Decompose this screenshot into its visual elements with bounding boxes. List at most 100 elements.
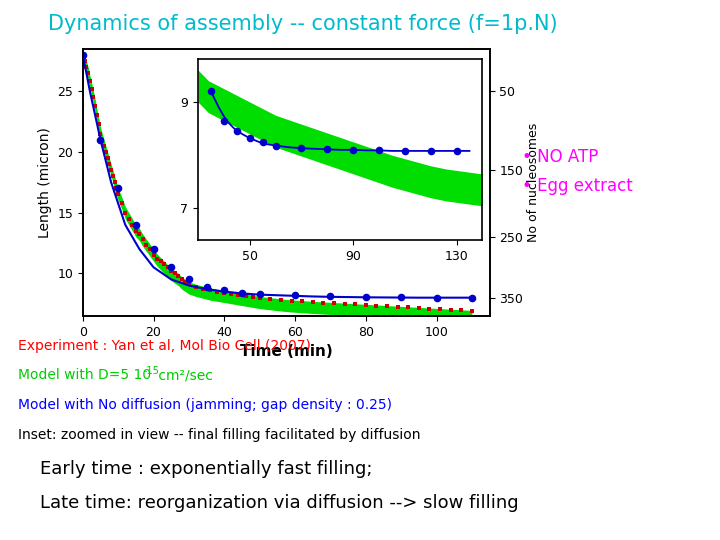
- Point: [431, 293, 442, 302]
- Point: [197, 285, 209, 294]
- Point: [231, 127, 243, 136]
- Point: [402, 303, 414, 312]
- Point: [127, 220, 138, 229]
- Point: [392, 302, 403, 311]
- Point: [257, 138, 269, 146]
- Point: [112, 184, 124, 193]
- Point: [155, 257, 166, 266]
- Point: [148, 245, 159, 253]
- Point: [382, 302, 393, 310]
- Point: [130, 220, 142, 229]
- Point: [297, 297, 308, 306]
- Point: [86, 84, 97, 93]
- Point: [123, 214, 135, 223]
- Point: [466, 307, 477, 315]
- Point: [296, 144, 307, 153]
- Text: Model with No diffusion (jamming; gap density : 0.25): Model with No diffusion (jamming; gap de…: [18, 398, 392, 412]
- Point: [105, 166, 117, 174]
- Point: [212, 287, 223, 296]
- Y-axis label: Length (micron): Length (micron): [37, 127, 52, 238]
- Point: [91, 111, 103, 120]
- Point: [120, 208, 131, 217]
- Point: [247, 293, 258, 301]
- Point: [270, 141, 282, 150]
- Text: Early time : exponentially fast filling;: Early time : exponentially fast filling;: [40, 460, 372, 478]
- Point: [173, 272, 184, 280]
- Point: [328, 299, 340, 307]
- Point: [82, 69, 94, 77]
- Point: [176, 275, 188, 284]
- Text: • Egg extract: • Egg extract: [522, 177, 633, 195]
- Point: [219, 286, 230, 295]
- Point: [179, 278, 191, 286]
- Point: [88, 93, 99, 102]
- Point: [445, 306, 456, 314]
- Y-axis label: No of nucleosomes: No of nucleosomes: [527, 123, 541, 242]
- Point: [360, 293, 372, 301]
- Point: [79, 57, 91, 65]
- Text: Experiment : Yan et al, Mol Bio Cell (2007): Experiment : Yan et al, Mol Bio Cell (20…: [18, 339, 311, 353]
- Point: [347, 145, 359, 154]
- Text: Model with D=5 10: Model with D=5 10: [18, 368, 151, 382]
- Point: [102, 154, 113, 163]
- Point: [158, 259, 170, 268]
- Point: [264, 294, 276, 303]
- Point: [240, 292, 251, 301]
- Point: [254, 293, 266, 302]
- Point: [183, 275, 194, 284]
- Point: [318, 298, 329, 307]
- Point: [134, 230, 145, 239]
- Point: [205, 87, 217, 96]
- X-axis label: Time (min): Time (min): [240, 344, 333, 359]
- Point: [116, 199, 127, 207]
- Point: [399, 146, 410, 155]
- Point: [322, 145, 333, 154]
- Point: [325, 292, 336, 301]
- Point: [371, 301, 382, 310]
- Point: [236, 288, 248, 297]
- Point: [111, 184, 122, 193]
- Point: [225, 289, 237, 298]
- Point: [98, 141, 109, 150]
- Point: [130, 227, 142, 235]
- Point: [100, 147, 112, 156]
- Point: [233, 291, 244, 300]
- Point: [96, 136, 108, 144]
- Point: [434, 305, 446, 314]
- Point: [81, 63, 92, 71]
- Point: [93, 120, 104, 129]
- Point: [148, 251, 159, 259]
- Point: [373, 146, 384, 154]
- Text: Late time: reorganization via diffusion --> slow filling: Late time: reorganization via diffusion …: [40, 494, 518, 512]
- Point: [95, 136, 107, 144]
- Point: [204, 286, 216, 295]
- Point: [138, 235, 149, 244]
- Point: [307, 298, 318, 306]
- Point: [339, 299, 351, 308]
- Point: [78, 53, 89, 62]
- Point: [183, 280, 194, 288]
- Point: [423, 305, 435, 313]
- Point: [395, 293, 407, 302]
- Text: cm²/sec: cm²/sec: [154, 368, 213, 382]
- Point: [109, 178, 120, 187]
- Point: [140, 241, 152, 249]
- Text: Dynamics of assembly -- constant force (f=1p.N): Dynamics of assembly -- constant force (…: [48, 14, 557, 33]
- Point: [190, 282, 202, 291]
- Point: [451, 146, 462, 155]
- Point: [107, 172, 119, 180]
- Point: [244, 134, 256, 143]
- Point: [349, 300, 361, 309]
- Point: [162, 263, 174, 272]
- Point: [413, 303, 425, 312]
- Point: [219, 288, 230, 297]
- Point: [84, 77, 96, 86]
- Point: [466, 293, 477, 302]
- Point: [166, 267, 177, 275]
- Point: [104, 160, 115, 168]
- Text: -15: -15: [143, 366, 159, 376]
- Point: [77, 50, 89, 59]
- Point: [151, 254, 163, 263]
- Point: [456, 306, 467, 315]
- Text: • NO ATP: • NO ATP: [522, 147, 598, 166]
